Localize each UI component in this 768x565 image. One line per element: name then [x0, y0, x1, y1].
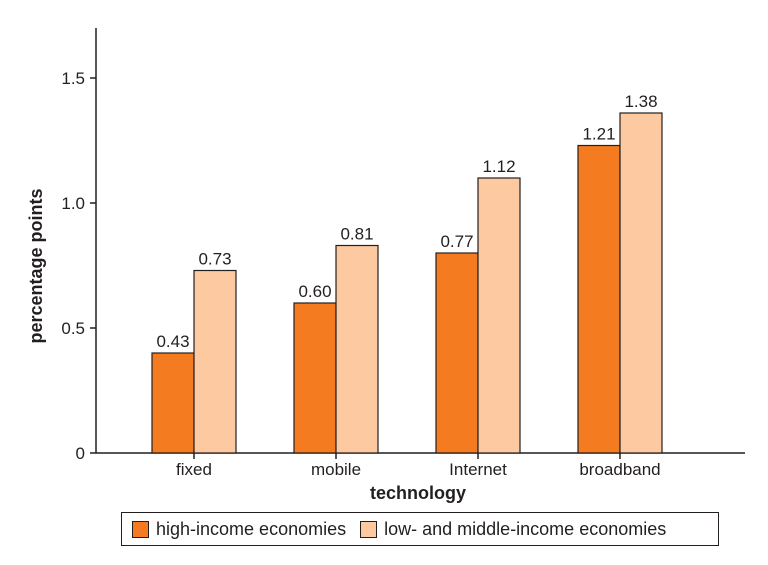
x-axis-title: technology — [370, 483, 466, 503]
bar-high-income — [151, 352, 195, 454]
legend-item-low-middle-income: low- and middle-income economies — [360, 519, 666, 540]
bar-high-income — [577, 144, 621, 454]
legend-swatch-low-middle-income — [360, 520, 378, 538]
x-tick-label: Internet — [449, 460, 507, 479]
y-tick-label: 1.0 — [61, 194, 85, 213]
bar-low-middle-income — [193, 269, 237, 454]
data-label: 0.73 — [198, 250, 231, 269]
y-tick-label: 1.5 — [61, 69, 85, 88]
data-label: 0.77 — [440, 232, 473, 251]
bar-low-middle-income — [477, 177, 521, 454]
x-tick-label: fixed — [176, 460, 212, 479]
legend-item-high-income: high-income economies — [132, 519, 346, 540]
axes: 0 0.5 1.0 1.5 fixed mobile Internet broadband — [61, 28, 745, 479]
y-tick-label: 0.5 — [61, 319, 85, 338]
bar-high-income — [435, 252, 479, 454]
data-label: 1.38 — [624, 92, 657, 111]
y-axis-title: percentage points — [26, 188, 46, 343]
data-label: 0.60 — [298, 282, 331, 301]
data-label: 0.81 — [340, 225, 373, 244]
bar-high-income — [293, 302, 337, 454]
x-tick-label: broadband — [579, 460, 660, 479]
data-label: 1.12 — [482, 157, 515, 176]
y-tick-label: 0 — [76, 444, 85, 463]
bar-low-middle-income — [619, 112, 663, 454]
legend-label-low-middle-income: low- and middle-income economies — [384, 518, 667, 539]
legend: high-income economies low- and middle-in… — [121, 512, 719, 546]
legend-label-high-income: high-income economies — [156, 518, 347, 539]
legend-swatch-high-income — [132, 520, 149, 538]
x-tick-label: mobile — [311, 460, 361, 479]
bar-low-middle-income — [335, 244, 379, 454]
data-label: 1.21 — [582, 125, 615, 144]
bars: 0.43 0.73 0.60 0.81 0.77 1.12 1.21 1.38 — [151, 92, 663, 454]
data-label: 0.43 — [156, 332, 189, 351]
